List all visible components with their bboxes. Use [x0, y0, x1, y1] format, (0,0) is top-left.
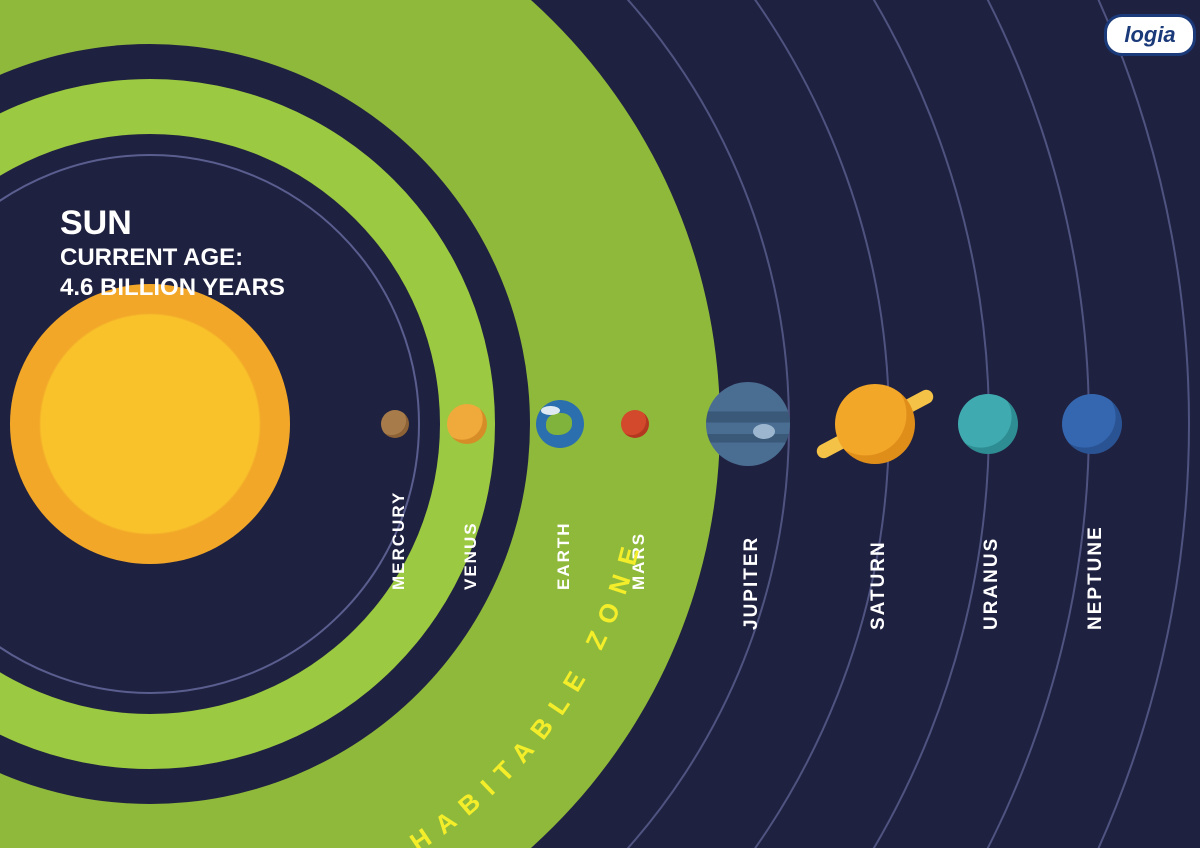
- planet-neptune: [1062, 394, 1122, 454]
- solar-system-diagram: MERCURY VENUS EARTH MARS JUPITER SATURN URANUS…: [0, 0, 1200, 848]
- sun: [10, 284, 290, 564]
- planet-saturn: [835, 384, 915, 464]
- planet-label-jupiter: JUPITER: [741, 536, 763, 630]
- planet-uranus: [958, 394, 1018, 454]
- planet-venus: [447, 404, 487, 444]
- logo-badge: logia: [1104, 14, 1196, 56]
- sun-title: SUN: [60, 204, 132, 243]
- planet-label-uranus: URANUS: [981, 537, 1003, 630]
- planet-label-earth: EARTH: [554, 521, 574, 590]
- logo-text: logia: [1124, 22, 1175, 48]
- planet-label-mars: MARS: [629, 532, 649, 590]
- planet-label-saturn: SATURN: [868, 540, 890, 630]
- planet-label-neptune: NEPTUNE: [1085, 525, 1107, 630]
- sun-age-value: 4.6 BILLION YEARS: [60, 274, 285, 302]
- planet-mercury: [381, 410, 409, 438]
- planet-label-mercury: MERCURY: [389, 491, 409, 590]
- sun-age-label: CURRENT AGE:: [60, 244, 243, 272]
- planet-earth: [536, 400, 584, 448]
- planet-jupiter: [706, 382, 790, 466]
- planet-label-venus: VENUS: [461, 521, 481, 590]
- planet-mars: [621, 410, 649, 438]
